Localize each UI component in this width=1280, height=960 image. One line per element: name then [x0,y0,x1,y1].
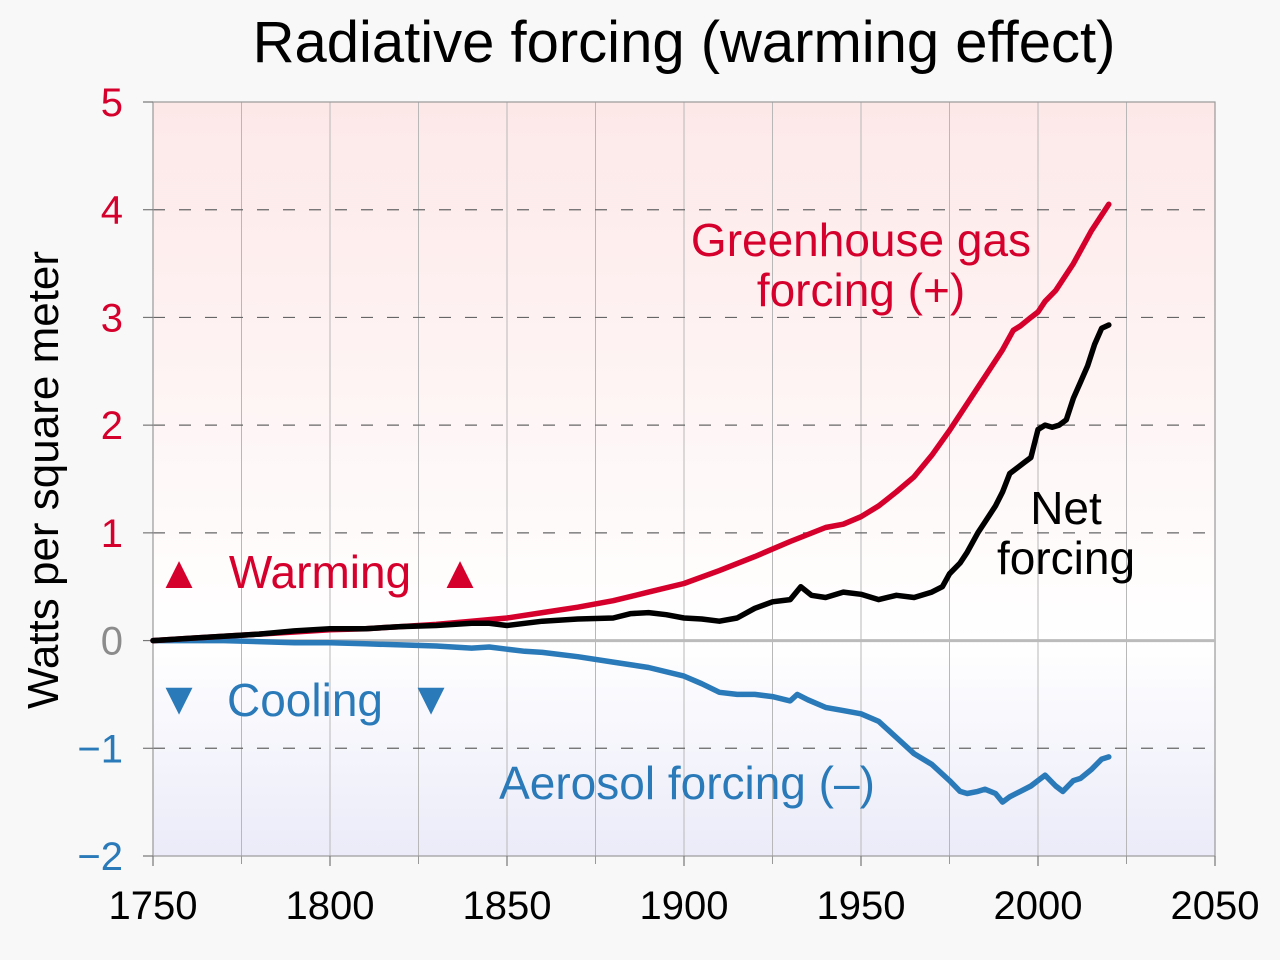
y-tick-label: −1 [77,727,123,771]
x-tick-label: 1750 [109,884,198,928]
series-layer [150,201,1112,805]
y-tick-label: 5 [101,81,123,125]
x-tick-label: 2000 [994,884,1083,928]
y-tick-label: 1 [101,512,123,556]
aerosol-forcing-label: Aerosol forcing (–) [499,757,875,809]
x-tick-label: 1850 [463,884,552,928]
cooling-label: Cooling [227,674,383,726]
warming-up-arrow-icon: ▲ [156,546,202,598]
grid-lines [152,102,1216,856]
x-tick-label: 1800 [286,884,375,928]
y-tick-label: 2 [101,404,123,448]
y-tick-label: 4 [101,189,123,233]
net-forcing-label: Net [1030,482,1102,534]
cooling-down-arrow-icon: ▼ [156,672,202,724]
x-tick-label: 2050 [1171,884,1260,928]
aerosol-forcing-line [150,637,1112,805]
x-tick-label: 1900 [640,884,729,928]
x-tick-label: 1950 [817,884,906,928]
y-tick-label: 0 [101,620,123,664]
warming-label: Warming [229,546,411,598]
cooling-down-arrow-icon: ▼ [408,672,454,724]
greenhouse-gas-label: Greenhouse gas [691,214,1031,266]
warming-up-arrow-icon: ▲ [437,546,483,598]
y-axis-label: Watts per square meter [19,251,68,709]
chart-title: Radiative forcing (warming effect) [253,10,1116,75]
y-tick-label: −2 [77,835,123,879]
y-tick-label: 3 [101,296,123,340]
net-forcing-label: forcing [997,532,1135,584]
axes: 5 4 3 2 1 0 −1 −2 1750 1800 1850 1900 1950 2000 2050 [77,81,1259,928]
greenhouse-gas-label: forcing (+) [757,264,965,316]
net-forcing-line [150,322,1112,644]
